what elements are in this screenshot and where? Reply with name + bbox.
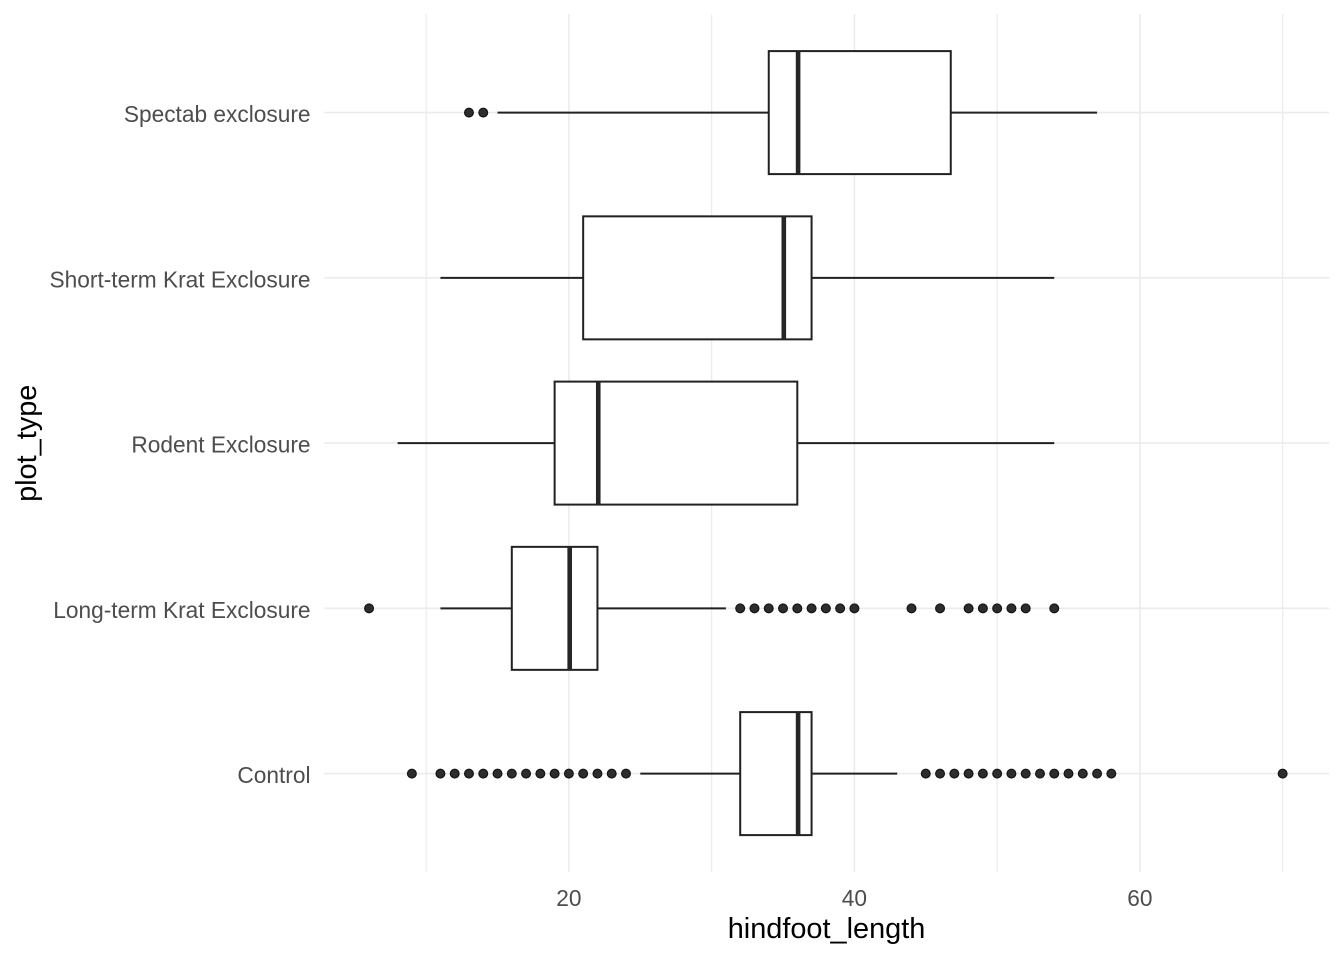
- svg-text:40: 40: [842, 885, 867, 911]
- svg-text:Long-term Krat Exclosure: Long-term Krat Exclosure: [53, 597, 310, 623]
- svg-text:Rodent Exclosure: Rodent Exclosure: [131, 432, 310, 458]
- svg-text:60: 60: [1127, 885, 1152, 911]
- svg-text:hindfoot_length: hindfoot_length: [728, 913, 926, 945]
- svg-text:plot_type: plot_type: [11, 385, 43, 502]
- svg-text:Control: Control: [237, 762, 310, 788]
- svg-text:Short-term Krat Exclosure: Short-term Krat Exclosure: [50, 266, 311, 292]
- svg-text:Spectab exclosure: Spectab exclosure: [124, 101, 311, 127]
- svg-text:20: 20: [556, 885, 581, 911]
